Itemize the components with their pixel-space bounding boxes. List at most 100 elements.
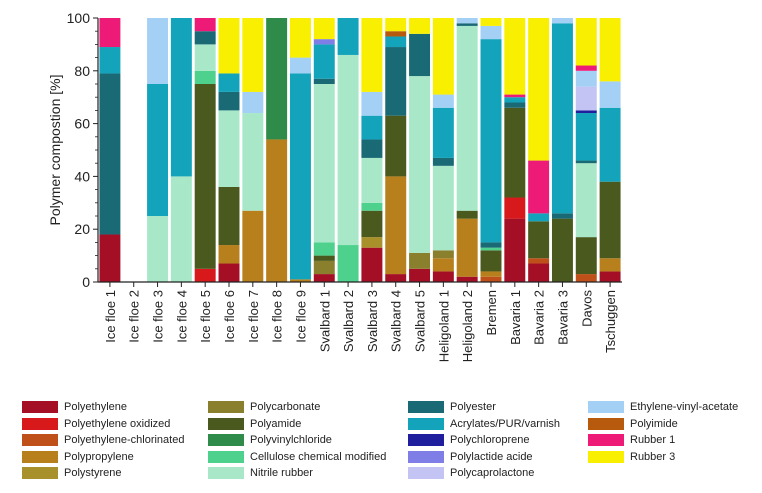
bar-segment-heligoland-2-ethylene-vinyl-acetate <box>456 18 478 24</box>
x-tick-label-ice-floe-1: Ice floe 1 <box>103 290 118 343</box>
legend-item-polyethylene: Polyethylene <box>22 400 127 414</box>
x-tick-label-heligoland-2: Heligoland 2 <box>460 290 475 362</box>
x-tick-label-ice-floe-7: Ice floe 7 <box>246 290 261 343</box>
x-tick-label-svalbard-4: Svalbard 4 <box>389 290 404 352</box>
bar-segment-ice-floe-1-rubber-1 <box>99 18 121 48</box>
bar-segment-ice-floe-1-polyester <box>99 73 121 235</box>
bar-segment-ice-floe-9-polypropylene <box>289 279 311 282</box>
legend-item-polyimide: Polyimide <box>588 417 678 431</box>
bar-segment-bremen-ethylene-vinyl-acetate <box>480 25 502 40</box>
y-tick-label: 100 <box>67 10 91 26</box>
bar-segment-davos-nitrile-rubber <box>575 163 597 238</box>
legend-label: Polycaprolactone <box>450 467 535 479</box>
legend-swatch <box>208 401 244 413</box>
x-tick-label-ice-floe-6: Ice floe 6 <box>222 290 237 343</box>
bar-segment-davos-rubber-1 <box>575 65 597 71</box>
bar-segment-ice-floe-3-ethylene-vinyl-acetate <box>147 18 169 84</box>
bar-segment-ice-floe-5-rubber-1 <box>194 18 216 32</box>
bar-segment-heligoland-2-nitrile-rubber <box>456 25 478 211</box>
bar-segment-ice-floe-9-rubber-3 <box>289 18 311 58</box>
bar-segment-bremen-polyethylene-chlorinated <box>480 276 502 282</box>
x-tick-label-tschuggen: Tschuggen <box>603 290 618 353</box>
x-tick-label-davos: Davos <box>579 290 594 327</box>
legend-label: Polyethylene oxidized <box>64 417 171 430</box>
y-tick-label: 60 <box>74 116 90 132</box>
stacked-bar-chart: Polymer compostion [%] 0 20 40 60 80 100 Ice f… <box>47 10 622 362</box>
bar-segment-svalbard-3-polyamide <box>361 210 383 238</box>
bar-segment-svalbard-1-polyamide <box>313 255 335 261</box>
bar-segment-bremen-rubber-3 <box>480 18 502 26</box>
legend-item-polylactide-acide: Polylactide acide <box>408 450 533 464</box>
bar-segment-svalbard-2-nitrile-rubber <box>337 54 359 246</box>
legend-item-polyvinylchloride: Polyvinylchloride <box>208 433 332 447</box>
legend-item-polyethylene-oxidized: Polyethylene oxidized <box>22 417 170 431</box>
legend-label: Polyamide <box>250 417 302 430</box>
bar-segment-ice-floe-9-ethylene-vinyl-acetate <box>289 57 311 74</box>
bar-segment-tschuggen-polyamide <box>599 181 621 259</box>
bar-segment-davos-polychloroprene <box>575 110 597 114</box>
legend-label: Nitrile rubber <box>250 467 313 479</box>
bar-segment-ice-floe-6-polypropylene <box>218 245 240 264</box>
bar-segment-davos-polycaprolactone <box>575 86 597 111</box>
legend-label: Polyester <box>450 401 496 413</box>
bar-segment-ice-floe-4-acrylates-pur-varnish <box>170 18 192 177</box>
bar-segment-heligoland-2-polyethylene <box>456 276 478 282</box>
bar-segment-ice-floe-3-nitrile-rubber <box>147 216 169 282</box>
bar-segment-ice-floe-9-acrylates-pur-varnish <box>289 73 311 280</box>
bar-segment-svalbard-1-nitrile-rubber <box>313 84 335 243</box>
bar-segment-ice-floe-6-polyethylene <box>218 263 240 282</box>
bar-segment-svalbard-2-cellulose-chemical-modified <box>337 245 359 282</box>
bar-segment-svalbard-5-nitrile-rubber <box>409 76 431 253</box>
bar-segment-heligoland-1-polypropylene <box>432 258 454 272</box>
bar-segment-bavaria-1-polyethylene <box>504 218 526 282</box>
legend-swatch <box>588 417 624 430</box>
legend-item-polyamide: Polyamide <box>208 417 301 431</box>
bar-segment-bavaria-3-ethylene-vinyl-acetate <box>551 18 573 24</box>
legend-swatch <box>408 434 444 446</box>
bar-segment-tschuggen-rubber-3 <box>599 18 621 82</box>
bar-segment-ice-floe-1-acrylates-pur-varnish <box>99 47 121 74</box>
legend-label: Polystyrene <box>64 467 122 479</box>
legend-swatch <box>408 417 444 430</box>
bar-segment-svalbard-4-polypropylene <box>385 176 407 275</box>
bar-segment-ice-floe-5-nitrile-rubber <box>194 44 216 71</box>
legend-swatch <box>22 467 58 479</box>
legend-item-acrylates-pur-varnish: Acrylates/PUR/varnish <box>408 417 560 431</box>
legend-item-rubber-3: Rubber 3 <box>588 450 675 464</box>
bar-segment-heligoland-2-polypropylene <box>456 218 478 277</box>
bar-segment-bremen-polypropylene <box>480 271 502 277</box>
x-tick-label-bavaria-2: Bavaria 2 <box>532 290 547 345</box>
bar-segment-heligoland-1-polyethylene <box>432 271 454 282</box>
legend-item-polycaprolactone: Polycaprolactone <box>408 466 534 480</box>
x-tick-label-ice-floe-9: Ice floe 9 <box>293 290 308 343</box>
x-tick-label-svalbard-3: Svalbard 3 <box>365 290 380 352</box>
legend-label: Polyethylene-chlorinated <box>64 434 185 446</box>
legend-item-ethylene-vinyl-acetate: Ethylene-vinyl-acetate <box>588 400 738 414</box>
bar-segment-svalbard-3-ethylene-vinyl-acetate <box>361 91 383 116</box>
bar-segment-ice-floe-5-polyamide <box>194 84 216 269</box>
x-tick-label-ice-floe-2: Ice floe 2 <box>127 290 142 343</box>
bar-segment-svalbard-1-acrylates-pur-varnish <box>313 44 335 79</box>
bar-segment-svalbard-5-polyester <box>409 33 431 77</box>
y-tick-label: 80 <box>74 63 90 79</box>
x-tick-label-ice-floe-3: Ice floe 3 <box>151 290 166 343</box>
bar-segment-tschuggen-acrylates-pur-varnish <box>599 107 621 182</box>
bars-layer <box>99 18 621 282</box>
x-tick-label-bremen: Bremen <box>484 290 499 336</box>
legend-swatch <box>22 401 58 413</box>
bar-segment-davos-ethylene-vinyl-acetate <box>575 70 597 87</box>
bar-segment-bavaria-1-polyester <box>504 102 526 108</box>
legend-label: Polycarbonate <box>250 401 321 413</box>
bar-segment-svalbard-5-rubber-3 <box>409 18 431 34</box>
bar-segment-ice-floe-1-polyethylene <box>99 234 121 282</box>
bar-segment-svalbard-3-cellulose-chemical-modified <box>361 202 383 211</box>
bar-segment-tschuggen-polypropylene <box>599 258 621 272</box>
bar-segment-svalbard-3-rubber-3 <box>361 18 383 92</box>
legend-label: Polyethylene <box>64 401 127 413</box>
bar-segment-ice-floe-5-polyethylene-oxidized <box>194 268 216 282</box>
x-tick-label-svalbard-5: Svalbard 5 <box>413 290 428 352</box>
bar-segment-svalbard-3-acrylates-pur-varnish <box>361 115 383 140</box>
legend-item-polycarbonate: Polycarbonate <box>208 400 320 414</box>
bar-segment-ice-floe-8-polypropylene <box>266 139 288 282</box>
bar-segment-heligoland-2-polyamide <box>456 210 478 219</box>
